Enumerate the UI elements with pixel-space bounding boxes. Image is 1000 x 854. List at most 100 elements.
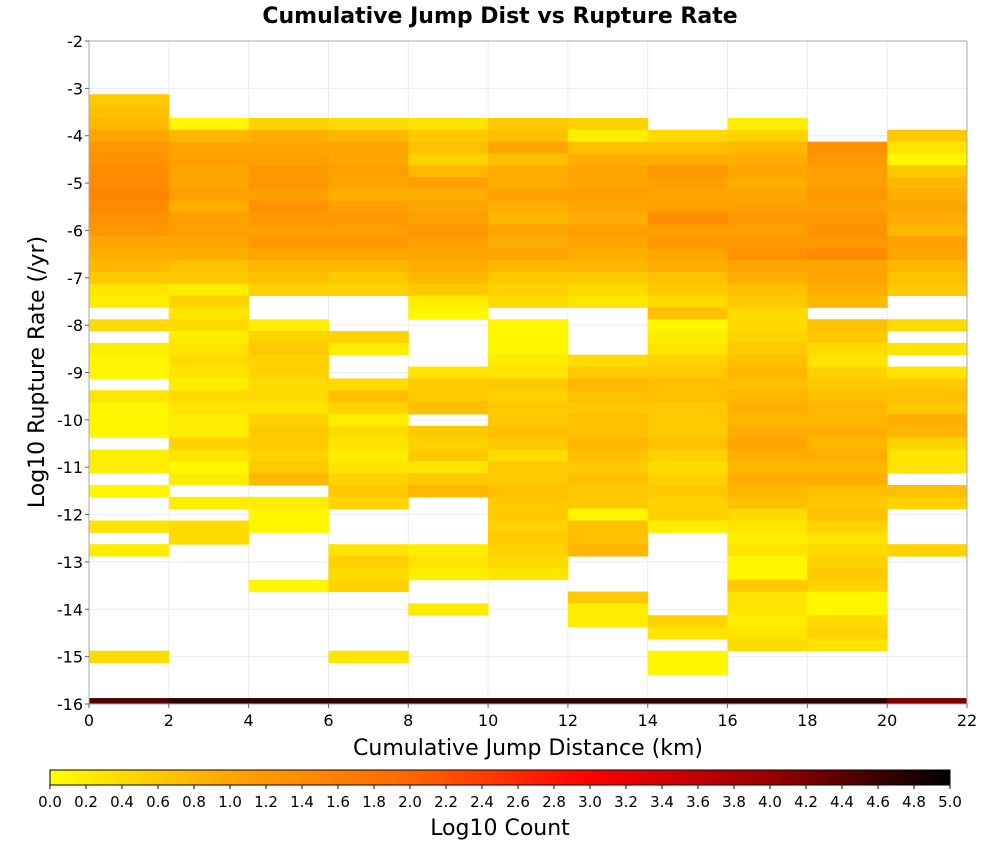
- y-tick-label: -9: [67, 364, 83, 383]
- heatmap-cell: [408, 461, 489, 474]
- x-tick-label: 4: [244, 711, 254, 730]
- heatmap-cell: [248, 461, 329, 474]
- heatmap-cell: [807, 579, 888, 593]
- heatmap-cell: [727, 437, 808, 450]
- heatmap-cell: [647, 402, 729, 415]
- heatmap-cell: [328, 117, 409, 131]
- heatmap-cell: [807, 212, 888, 226]
- colorbar-tick-label: 4.0: [758, 793, 782, 811]
- heatmap-cell: [168, 129, 250, 143]
- colorbar-tick-label: 2.6: [506, 793, 530, 811]
- heatmap-cell: [567, 129, 649, 143]
- colorbar-tick-label: 1.4: [290, 793, 314, 811]
- heatmap-cell: [488, 425, 569, 439]
- heatmap-cell: [248, 402, 329, 415]
- colorbar-tick-label: 2.4: [470, 793, 494, 811]
- heatmap-cell: [168, 165, 250, 178]
- heatmap-cell: [647, 520, 729, 533]
- heatmap-cell: [807, 354, 888, 368]
- heatmap-cell: [647, 354, 729, 368]
- heatmap-cell: [89, 402, 170, 415]
- heatmap-cell: [488, 484, 569, 498]
- x-tick-label: 8: [403, 711, 413, 730]
- heatmap-cell: [168, 342, 250, 356]
- x-tick-label: 18: [797, 711, 817, 730]
- heatmap-cell: [328, 390, 409, 403]
- heatmap-cell: [89, 129, 170, 143]
- heatmap-cell: [488, 354, 569, 368]
- heatmap-cell: [887, 224, 968, 237]
- heatmap-cell: [567, 236, 649, 249]
- chart-title: Cumulative Jump Dist vs Rupture Rate: [262, 4, 737, 29]
- colorbar-tick-label: 1.0: [218, 793, 242, 811]
- heatmap-cell: [727, 402, 808, 415]
- y-tick-label: -3: [67, 79, 83, 98]
- heatmap-cell: [488, 508, 569, 521]
- heatmap-cell: [89, 200, 170, 214]
- heatmap-cell: [887, 461, 968, 474]
- heatmap-cell: [328, 425, 409, 439]
- heatmap-cell: [248, 236, 329, 249]
- heatmap-cells: [88, 40, 968, 705]
- heatmap-cell: [89, 224, 170, 237]
- heatmap-cell: [89, 283, 170, 297]
- colorbar-tick-label: 5.0: [938, 793, 962, 811]
- colorbar-tick-label: 0.8: [182, 793, 206, 811]
- heatmap-cell: [248, 117, 329, 131]
- heatmap-cell: [887, 271, 968, 285]
- heatmap-cell: [248, 698, 329, 705]
- heatmap-cell: [567, 508, 649, 521]
- heatmap-cell: [89, 271, 170, 285]
- heatmap-cell: [488, 271, 569, 285]
- heatmap-cell: [168, 473, 250, 486]
- heatmap-cell: [248, 496, 329, 510]
- y-tick-label: -6: [67, 221, 83, 240]
- heatmap-cell: [647, 437, 729, 450]
- heatmap-cell: [727, 556, 808, 569]
- heatmap-cell: [168, 153, 250, 166]
- heatmap-cell: [248, 449, 329, 462]
- heatmap-cell: [807, 331, 888, 344]
- heatmap-cell: [887, 236, 968, 249]
- heatmap-cell: [727, 698, 808, 705]
- heatmap-cell: [488, 366, 569, 379]
- colorbar-tick-label: 0.4: [110, 793, 134, 811]
- heatmap-cell: [488, 117, 569, 131]
- heatmap-cell: [727, 520, 808, 533]
- heatmap-cell: [887, 425, 968, 439]
- heatmap-cell: [727, 638, 808, 652]
- heatmap-cell: [488, 248, 569, 261]
- heatmap-cell: [727, 378, 808, 391]
- heatmap-cell: [328, 165, 409, 178]
- y-tick-label: -14: [57, 600, 83, 619]
- heatmap-cell: [567, 153, 649, 166]
- heatmap-cell: [567, 295, 649, 308]
- heatmap-cell: [328, 271, 409, 285]
- heatmap-cell: [567, 603, 649, 616]
- heatmap-cell: [567, 354, 649, 368]
- heatmap-cell: [408, 271, 489, 285]
- heatmap-cell: [248, 520, 329, 533]
- heatmap-cell: [887, 188, 968, 202]
- heatmap-cell: [408, 567, 489, 581]
- heatmap-cell: [727, 295, 808, 308]
- heatmap-cell: [807, 177, 888, 190]
- heatmap-cell: [807, 378, 888, 391]
- heatmap-cell: [887, 378, 968, 391]
- heatmap-cell: [647, 484, 729, 498]
- heatmap-cell: [328, 567, 409, 581]
- y-tick-label: -12: [57, 506, 83, 525]
- heatmap-cell: [887, 283, 968, 297]
- heatmap-cell: [168, 295, 250, 308]
- heatmap-cell: [89, 342, 170, 356]
- heatmap-cell: [328, 650, 409, 664]
- heatmap-cell: [408, 437, 489, 450]
- heatmap-cell: [408, 544, 489, 557]
- heatmap-cell: [488, 437, 569, 450]
- heatmap-cell: [488, 165, 569, 178]
- heatmap-cell: [408, 366, 489, 379]
- heatmap-cell: [488, 378, 569, 391]
- heatmap-cell: [727, 413, 808, 427]
- x-tick-label: 10: [478, 711, 498, 730]
- y-tick-label: -2: [67, 32, 83, 51]
